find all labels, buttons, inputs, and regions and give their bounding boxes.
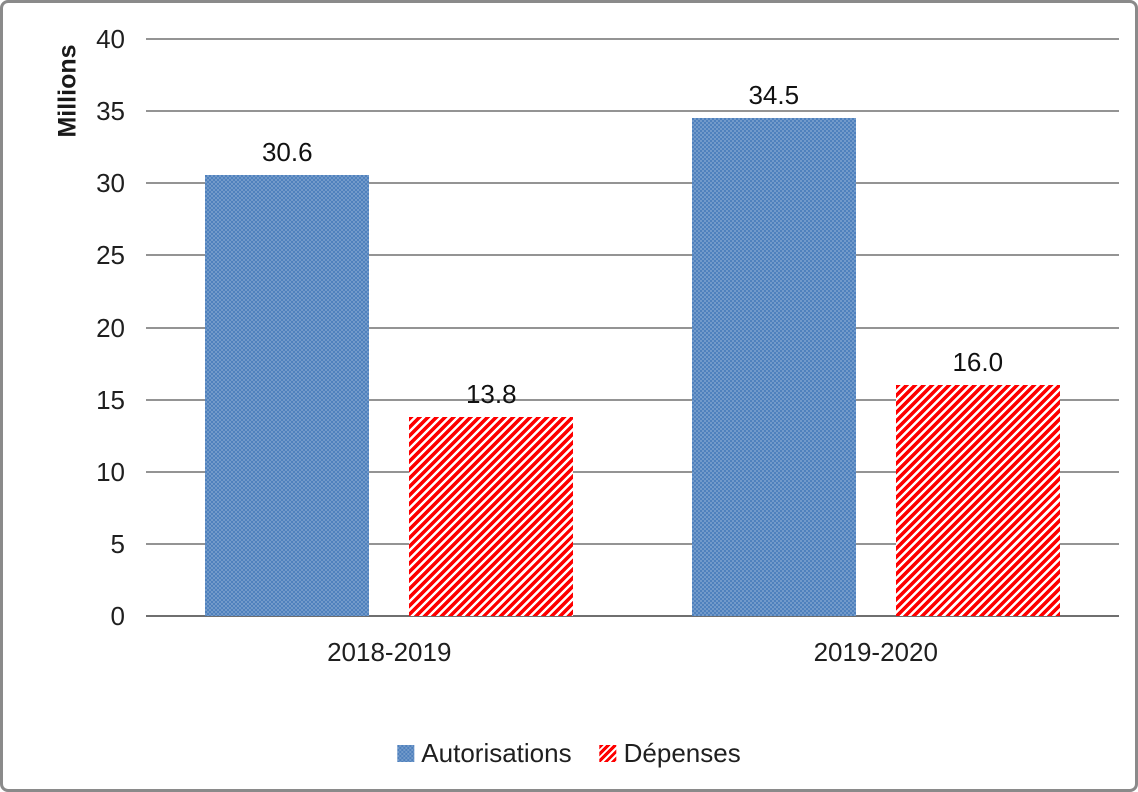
- data-label: 30.6: [261, 136, 313, 167]
- y-axis-tick-label: 40: [96, 24, 125, 54]
- x-axis-line: [146, 615, 1119, 617]
- gridline: [146, 38, 1119, 40]
- y-axis-tick-label: 5: [110, 528, 125, 559]
- gridline: [146, 182, 1119, 185]
- data-label: 34.5: [748, 80, 800, 111]
- y-axis-tick-label: 35: [96, 96, 125, 127]
- gridline: [146, 110, 1119, 113]
- x-axis-category-label: 2018-2019: [327, 637, 452, 667]
- data-label: 13.8: [465, 378, 517, 409]
- y-axis-tick-label: 20: [96, 312, 125, 343]
- y-axis-tick-label: 25: [96, 240, 125, 271]
- gridline: [146, 470, 1119, 473]
- legend-label-depenses: Dépenses: [623, 738, 741, 768]
- gridline: [146, 398, 1119, 401]
- bar-autorisations-2019-2020: [691, 118, 856, 616]
- legend-label-autorisations: Autorisations: [421, 738, 572, 768]
- legend: Autorisations Dépenses: [397, 738, 741, 768]
- legend-swatch-depenses: [599, 744, 617, 762]
- bar-autorisations-2018-2019: [205, 174, 370, 616]
- data-label: 16.0: [952, 347, 1004, 378]
- legend-swatch-autorisations: [397, 744, 415, 762]
- legend-item-autorisations: Autorisations: [397, 738, 572, 768]
- gridline: [146, 254, 1119, 257]
- gridline: [146, 326, 1119, 329]
- legend-item-depenses: Dépenses: [599, 738, 741, 768]
- gridline: [146, 542, 1119, 545]
- y-axis-tick-label: 10: [96, 456, 125, 487]
- y-axis-tick-label: 30: [96, 168, 125, 199]
- bar-dépenses-2018-2019: [409, 416, 574, 616]
- y-axis-tick-label: 0: [110, 601, 125, 631]
- y-axis-tick-label: 15: [96, 384, 125, 415]
- x-axis-category-label: 2019-2020: [813, 637, 938, 667]
- bar-dépenses-2019-2020: [895, 385, 1060, 616]
